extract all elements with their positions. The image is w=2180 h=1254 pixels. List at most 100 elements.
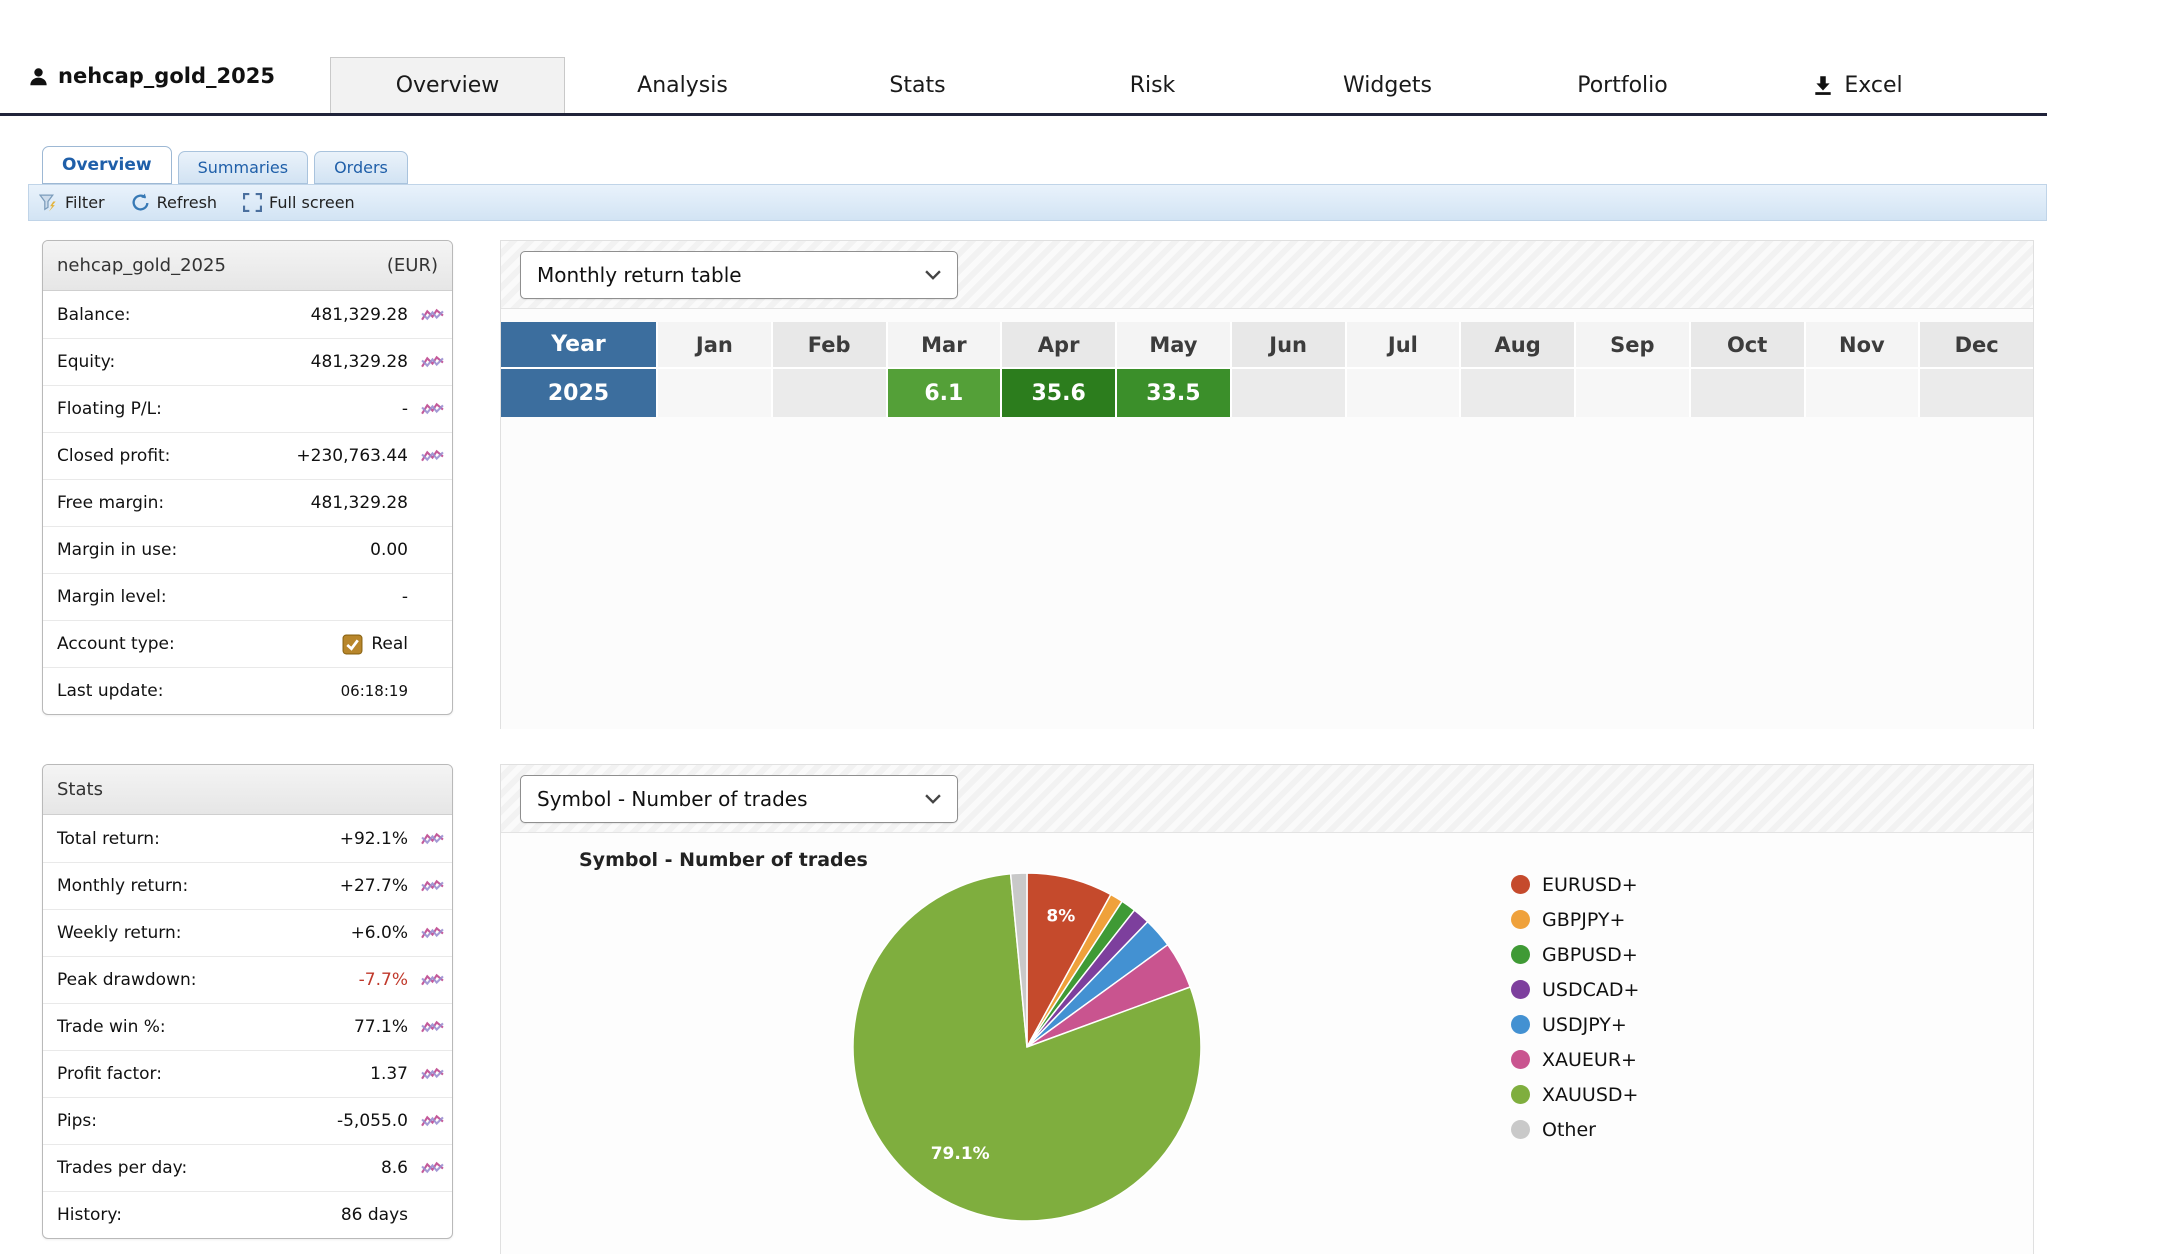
tab-overview[interactable]: Overview [330,57,565,113]
sparkline-chart-icon[interactable] [408,878,444,894]
legend-item-gbpjpy: GBPJPY+ [1511,902,1639,937]
main-tabs: Overview Analysis Stats Risk Widgets Por… [330,57,1975,113]
col-may: May [1117,322,1230,367]
sparkline-chart-icon[interactable] [408,1113,444,1129]
row-label: History: [57,1205,122,1225]
account-type-value: Real [371,634,408,654]
legend-label: XAUUSD+ [1542,1083,1639,1106]
tab-stats[interactable]: Stats [889,72,946,98]
fullscreen-button[interactable]: Full screen [243,193,355,212]
tab-risk[interactable]: Risk [1129,72,1176,98]
col-aug: Aug [1461,322,1574,367]
col-jul: Jul [1346,322,1460,367]
cell-nov [1805,369,1919,417]
tab-widgets[interactable]: Widgets [1343,72,1432,98]
legend-item-usdcad: USDCAD+ [1511,972,1639,1007]
account-name: nehcap_gold_2025 [58,64,275,88]
row-margin-level: Margin level: - [43,573,452,620]
row-value: -7.7% [358,970,408,990]
subtab-summaries[interactable]: Summaries [177,151,309,184]
tab-portfolio[interactable]: Portfolio [1577,72,1668,98]
cell-feb [772,369,886,417]
sparkline-chart-icon[interactable] [408,448,444,464]
pie-legend: EURUSD+ GBPJPY+ GBPUSD+ USDCAD+ [1511,867,1639,1147]
main-content: nehcap_gold_2025 (EUR) Balance: 481,329.… [42,240,2180,1254]
chevron-down-icon [925,269,941,279]
sparkline-chart-icon[interactable] [408,972,444,988]
symbol-view-select[interactable]: Symbol - Number of trades [520,774,958,823]
row-label: Last update: [57,681,164,701]
row-value: - [401,399,408,419]
col-sep: Sep [1576,322,1689,367]
tab-excel-label: Excel [1844,72,1903,98]
row-label: Trade win %: [57,1017,166,1037]
col-jan: Jan [658,322,771,367]
sparkline-chart-icon[interactable] [408,401,444,417]
row-value: +92.1% [339,828,408,849]
sparkline-chart-icon[interactable] [408,1160,444,1176]
stats-card-title: Stats [57,779,103,800]
refresh-button[interactable]: Refresh [131,193,217,212]
row-label: Balance: [57,304,131,325]
col-apr: Apr [1002,322,1115,367]
row-monthly-return: Monthly return: +27.7% [43,862,452,909]
legend-swatch [1511,910,1530,929]
row-value: 06:18:19 [340,682,408,700]
account-summary-card: nehcap_gold_2025 (EUR) Balance: 481,329.… [42,240,453,715]
legend-label: XAUEUR+ [1542,1048,1637,1071]
legend-item-xaueur: XAUEUR+ [1511,1042,1639,1077]
row-trades-per-day: Trades per day: 8.6 [43,1144,452,1191]
cell-jun [1231,369,1345,417]
sparkline-chart-icon[interactable] [408,1066,444,1082]
row-label: Margin level: [57,587,167,607]
legend-swatch [1511,980,1530,999]
fullscreen-corners-icon [243,193,263,212]
legend-label: GBPJPY+ [1542,908,1626,931]
row-label: Margin in use: [57,540,178,560]
row-label: Free margin: [57,493,165,513]
tab-analysis[interactable]: Analysis [637,72,728,98]
row-label: Trades per day: [57,1158,188,1178]
fullscreen-button-label: Full screen [269,193,355,212]
sparkline-chart-icon[interactable] [408,831,444,847]
account-card-header: nehcap_gold_2025 (EUR) [43,241,452,291]
row-pips: Pips: -5,055.0 [43,1097,452,1144]
cell-jul [1346,369,1460,417]
legend-label: USDCAD+ [1542,978,1640,1001]
sparkline-chart-icon[interactable] [408,925,444,941]
legend-swatch [1511,1050,1530,1069]
subtab-overview[interactable]: Overview [42,146,172,184]
legend-swatch [1511,1120,1530,1139]
left-column: nehcap_gold_2025 (EUR) Balance: 481,329.… [42,240,453,1239]
monthly-view-select-value: Monthly return table [537,262,742,287]
pie-chart: 8% 79.1% [852,872,1202,1222]
sparkline-chart-icon[interactable] [408,1019,444,1035]
col-oct: Oct [1690,322,1804,367]
row-value: +230,763.44 [296,446,408,466]
row-profit-factor: Profit factor: 1.37 [43,1050,452,1097]
cell-jan [658,369,771,417]
sparkline-chart-icon[interactable] [408,354,444,370]
row-history: History: 86 days [43,1191,452,1238]
row-value: 481,329.28 [310,493,408,513]
row-margin-in-use: Margin in use: 0.00 [43,526,452,573]
account-currency: (EUR) [386,255,438,276]
subtab-orders[interactable]: Orders [314,151,408,184]
legend-item-usdjpy: USDJPY+ [1511,1007,1639,1042]
chevron-down-icon [925,793,941,803]
tab-excel[interactable]: Excel [1740,57,1975,113]
account-label: nehcap_gold_2025 [28,64,275,88]
monthly-view-select[interactable]: Monthly return table [520,250,958,299]
symbol-panel-toolbar: Symbol - Number of trades [501,765,2033,833]
row-label: Weekly return: [57,923,182,943]
row-value: 481,329.28 [310,304,408,325]
row-value: +27.7% [339,876,408,896]
filter-button[interactable]: Filter [39,193,105,212]
row-free-margin: Free margin: 481,329.28 [43,479,452,526]
legend-label: GBPUSD+ [1542,943,1638,966]
sparkline-chart-icon[interactable] [408,307,444,323]
row-peak-drawdown: Peak drawdown: -7.7% [43,956,452,1003]
col-jun: Jun [1231,322,1345,367]
legend-label: USDJPY+ [1542,1013,1627,1036]
download-icon [1815,76,1832,95]
